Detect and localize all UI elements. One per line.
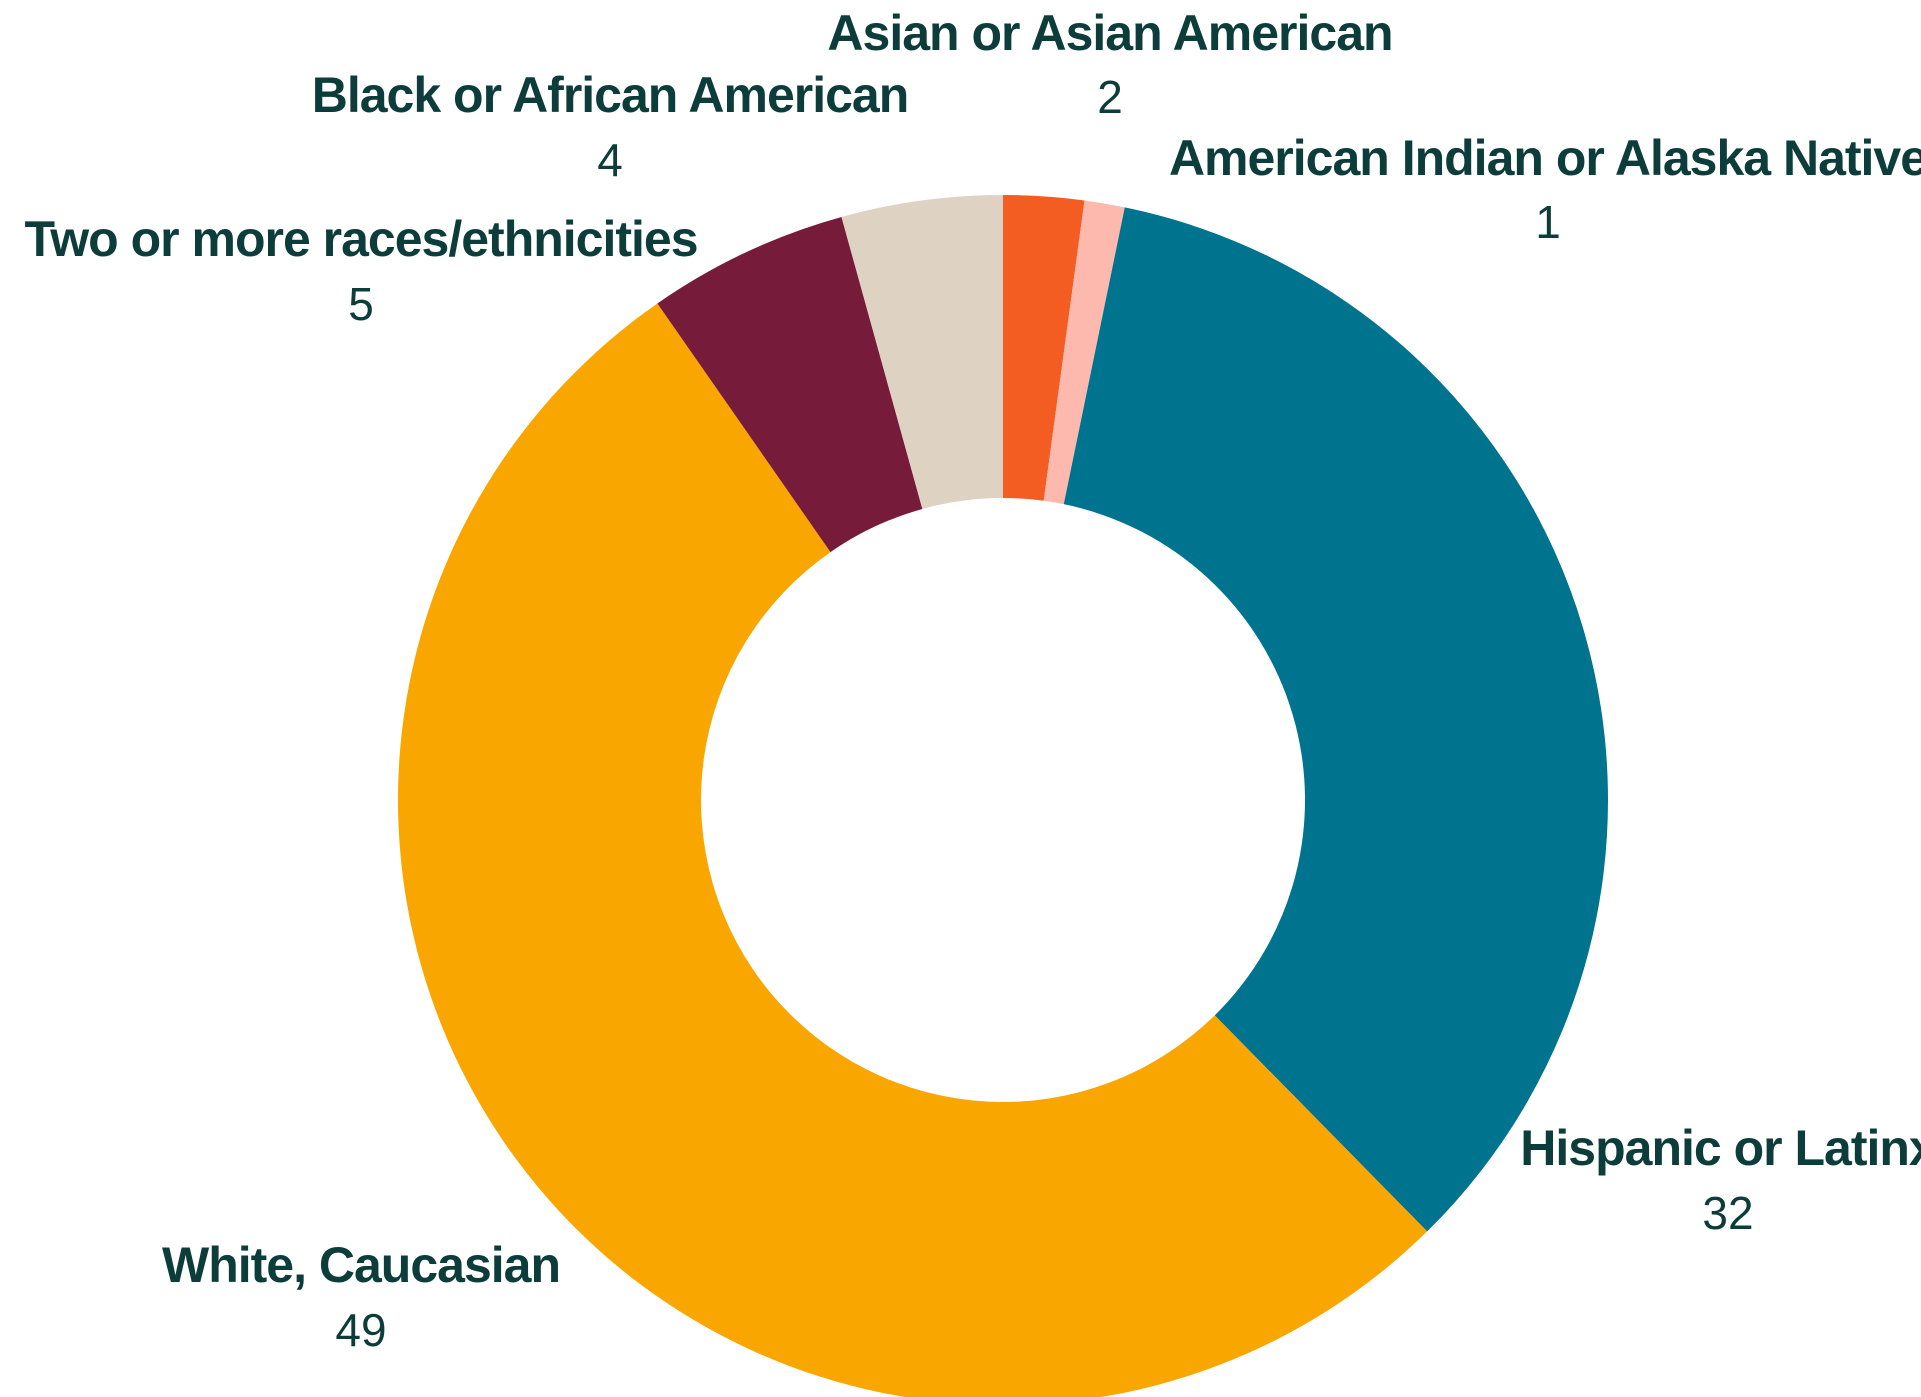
slice-american-indian-or-alaska-native [1043, 200, 1125, 505]
value-label-two-or-more-races-ethnicities: 5 [348, 278, 374, 330]
slice-hispanic-or-latinx [1063, 207, 1608, 1232]
value-label-american-indian-or-alaska-native: 1 [1535, 196, 1561, 248]
category-label-two-or-more-races-ethnicities: Two or more races/ethnicities [24, 211, 697, 267]
category-label-american-indian-or-alaska-native: American Indian or Alaska Native [1169, 130, 1921, 186]
category-label-black-or-african-american: Black or African American [312, 67, 909, 123]
slice-asian-or-asian-american [1003, 195, 1085, 501]
slice-white-caucasian [398, 303, 1428, 1397]
slice-black-or-african-american [841, 195, 1003, 509]
value-label-black-or-african-american: 4 [597, 134, 623, 186]
category-label-white-caucasian: White, Caucasian [162, 1237, 560, 1293]
value-label-asian-or-asian-american: 2 [1097, 71, 1123, 123]
slice-two-or-more-races-ethnicities [657, 216, 923, 553]
category-label-hispanic-or-latinx: Hispanic or Latinx [1520, 1120, 1921, 1176]
value-label-white-caucasian: 49 [335, 1304, 386, 1356]
value-label-hispanic-or-latinx: 32 [1702, 1187, 1753, 1239]
donut-labels: Asian or Asian American 2 American Indian … [24, 5, 1921, 1356]
donut-slices [398, 195, 1608, 1397]
category-label-asian-or-asian-american: Asian or Asian American [827, 5, 1392, 61]
